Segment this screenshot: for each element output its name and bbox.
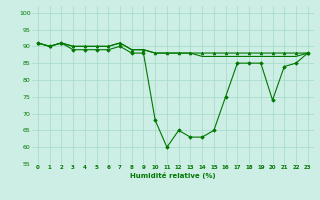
X-axis label: Humidité relative (%): Humidité relative (%) xyxy=(130,172,216,179)
